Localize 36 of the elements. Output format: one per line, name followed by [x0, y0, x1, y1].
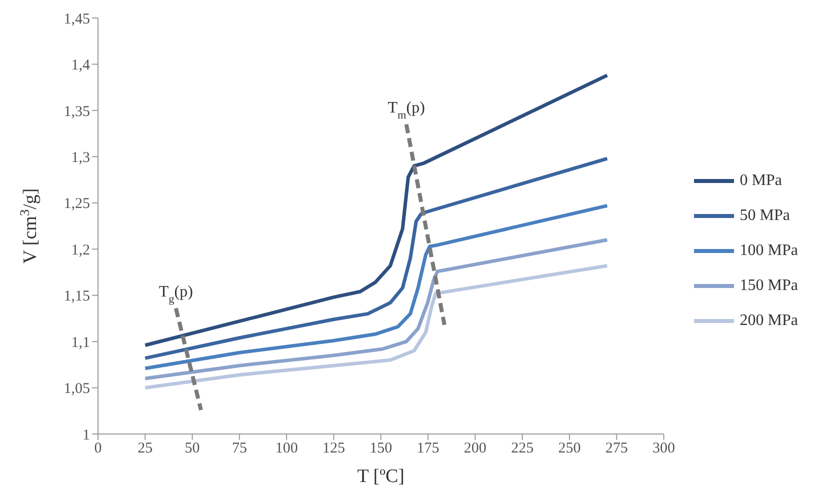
legend-label: 200 MPa — [740, 312, 798, 329]
line-series — [143, 238, 609, 380]
line-series — [143, 264, 609, 390]
x-tick-label: 300 — [652, 440, 676, 457]
x-tick-label: 25 — [138, 440, 153, 457]
x-axis-title: T [ºC] — [357, 466, 404, 487]
y-tick-label: 1,3 — [71, 150, 90, 166]
legend-label: 150 MPa — [740, 277, 798, 294]
legend-label: 0 MPa — [740, 172, 782, 189]
y-tick-label: 1,35 — [64, 104, 90, 120]
y-tick-label: 1,1 — [71, 334, 90, 351]
y-tick-label: 1,05 — [64, 381, 90, 398]
line-series — [143, 204, 609, 370]
x-tick-label: 100 — [275, 440, 298, 457]
x-tick-label: 225 — [511, 440, 534, 457]
x-tick-label: 175 — [416, 440, 440, 457]
x-tick-label: 50 — [184, 440, 200, 457]
x-tick-label: 125 — [322, 440, 345, 457]
y-tick-label: 1 — [82, 427, 90, 444]
series-label: T$_{m}$(p) — [388, 99, 425, 122]
x-tick-label: 0 — [94, 440, 102, 457]
x-tick-label: 150 — [370, 440, 392, 457]
line-series — [143, 156, 609, 360]
x-tick-label: 250 — [558, 440, 581, 457]
x-tick-label: 75 — [232, 440, 247, 457]
y-tick-label: 1,2 — [71, 242, 90, 258]
legend-label: 50 MPa — [740, 207, 790, 224]
series-label: T$_{g}$(p) — [158, 283, 193, 306]
legend-label: 100 MPa — [740, 242, 798, 259]
x-tick-label: 200 — [464, 440, 486, 457]
x-tick-label: 275 — [605, 440, 628, 457]
y-tick-label: 1,4 — [71, 58, 90, 74]
y-tick-label: 1,15 — [64, 288, 90, 305]
y-tick-label: 1,25 — [64, 196, 90, 212]
y-tick-label: 1,45 — [64, 11, 90, 28]
line-series — [143, 74, 609, 348]
